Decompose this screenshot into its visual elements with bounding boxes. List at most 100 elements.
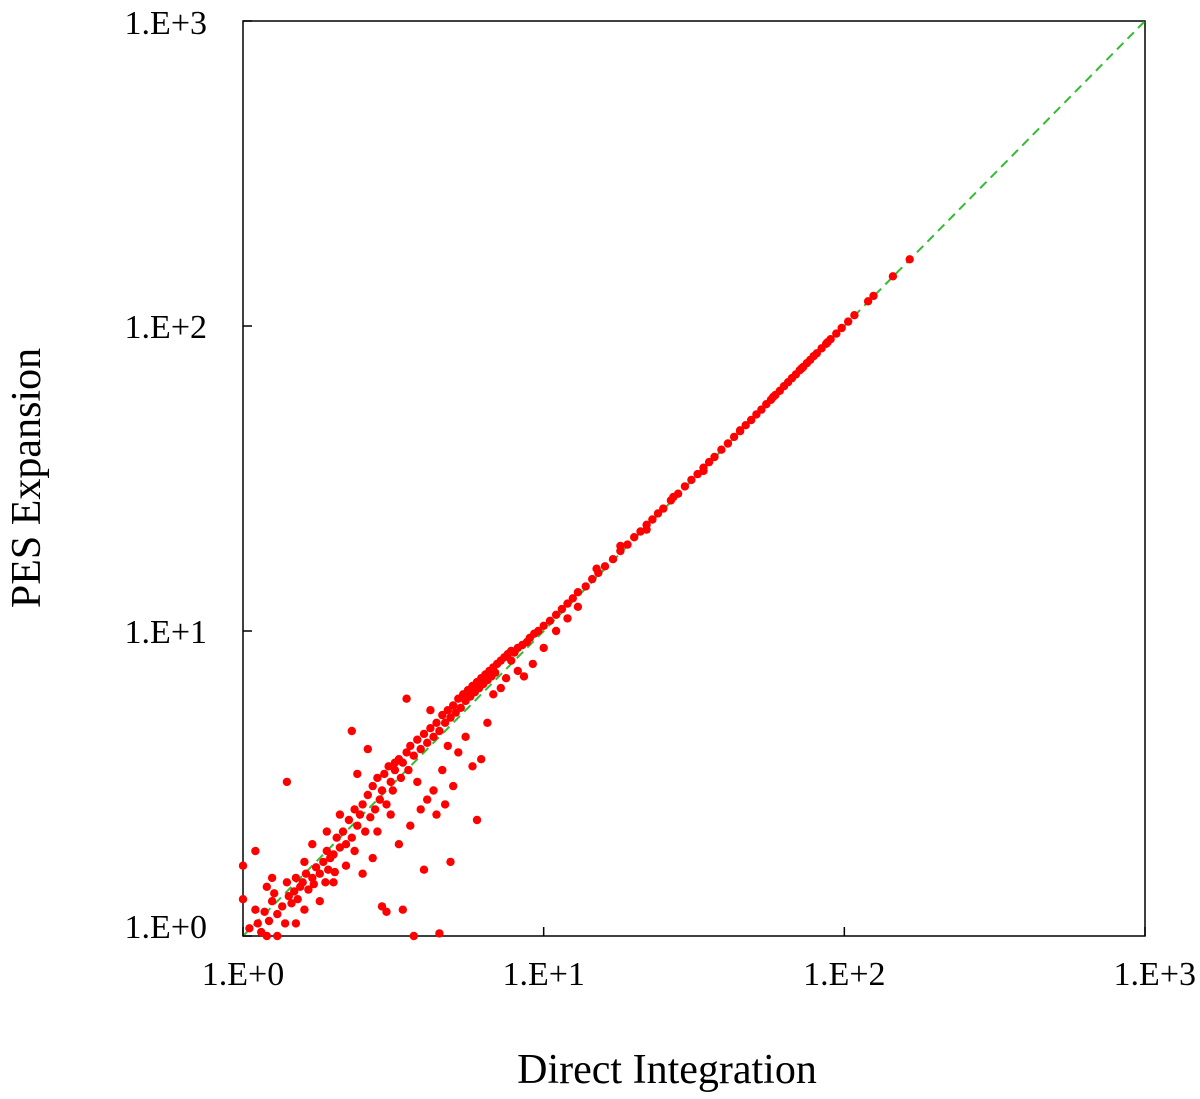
- data-point: [623, 540, 632, 549]
- x-axis-title: Direct Integration: [517, 1047, 817, 1093]
- data-point: [416, 744, 425, 754]
- data-point: [251, 846, 260, 856]
- data-point: [398, 758, 407, 767]
- data-point: [390, 765, 400, 775]
- data-point: [332, 833, 341, 842]
- data-point: [278, 902, 287, 911]
- data-point: [321, 878, 330, 887]
- data-point: [446, 713, 455, 722]
- data-point: [390, 758, 400, 767]
- data-point: [837, 323, 846, 333]
- data-point: [723, 439, 733, 448]
- data-point: [347, 726, 356, 736]
- data-point: [361, 827, 370, 836]
- data-point: [446, 857, 455, 867]
- data-point: [380, 769, 389, 779]
- data-point: [353, 769, 362, 779]
- data-point: [863, 297, 873, 306]
- data-point: [741, 421, 750, 430]
- data-point: [539, 621, 548, 630]
- data-point: [687, 475, 696, 485]
- data-point: [409, 931, 418, 941]
- data-point: [282, 777, 292, 787]
- data-point: [888, 272, 898, 281]
- data-point: [311, 863, 321, 872]
- data-point: [519, 672, 529, 681]
- data-point: [315, 897, 324, 906]
- data-point: [513, 666, 522, 676]
- y-tick-label: 1.E+2: [125, 309, 207, 346]
- data-point: [355, 810, 365, 819]
- data-point: [270, 889, 279, 898]
- data-point: [563, 599, 572, 608]
- data-point: [262, 931, 271, 941]
- data-point: [373, 773, 382, 783]
- data-point: [282, 878, 292, 887]
- data-point: [581, 582, 590, 591]
- data-point: [588, 574, 597, 584]
- data-point: [358, 800, 367, 809]
- data-point: [573, 588, 583, 597]
- data-point: [384, 762, 393, 771]
- data-point: [435, 726, 444, 736]
- data-point: [440, 800, 450, 809]
- data-point: [402, 748, 411, 757]
- data-point: [426, 706, 435, 715]
- data-point: [366, 813, 375, 822]
- data-point: [330, 867, 339, 877]
- data-point: [443, 706, 452, 715]
- data-point: [704, 457, 714, 467]
- data-point: [483, 718, 492, 727]
- data-point: [844, 317, 853, 326]
- data-point: [429, 732, 438, 741]
- data-point: [468, 762, 477, 771]
- data-point: [443, 741, 452, 751]
- data-point: [489, 690, 498, 699]
- data-point: [905, 255, 914, 264]
- data-point: [419, 865, 429, 874]
- data-point: [551, 610, 561, 619]
- data-point: [491, 668, 500, 677]
- data-point: [769, 392, 778, 402]
- y-tick-label: 1.E+1: [125, 614, 207, 651]
- data-point: [284, 892, 293, 901]
- data-point: [322, 827, 331, 836]
- data-point: [304, 885, 313, 894]
- data-point: [341, 840, 351, 849]
- data-point: [267, 897, 277, 906]
- data-point: [308, 840, 317, 849]
- data-point: [300, 857, 309, 867]
- data-point: [329, 850, 338, 859]
- data-point: [534, 626, 543, 636]
- data-point: [501, 674, 511, 683]
- x-tick-label: 1.E+1: [502, 956, 584, 993]
- data-point: [729, 432, 739, 442]
- data-point: [869, 291, 878, 301]
- data-point: [267, 873, 277, 883]
- data-point: [368, 781, 377, 791]
- data-point: [347, 833, 356, 842]
- data-point: [319, 857, 328, 867]
- data-point: [404, 765, 413, 775]
- data-point: [291, 873, 301, 883]
- data-point: [291, 919, 301, 928]
- data-point: [324, 865, 333, 874]
- data-point: [375, 795, 384, 804]
- data-point: [280, 919, 290, 928]
- data-point: [413, 777, 422, 787]
- data-point: [757, 405, 766, 414]
- data-point: [642, 525, 651, 534]
- data-point: [264, 916, 274, 926]
- data-point: [680, 482, 690, 491]
- data-point: [398, 905, 407, 914]
- data-point: [423, 795, 432, 804]
- data-point: [253, 919, 262, 928]
- data-point: [373, 827, 382, 836]
- data-point: [440, 718, 450, 727]
- data-point: [363, 790, 372, 800]
- data-point: [432, 718, 441, 727]
- data-point: [432, 810, 441, 819]
- data-point: [335, 810, 345, 819]
- data-point: [507, 656, 516, 665]
- data-point: [699, 466, 708, 476]
